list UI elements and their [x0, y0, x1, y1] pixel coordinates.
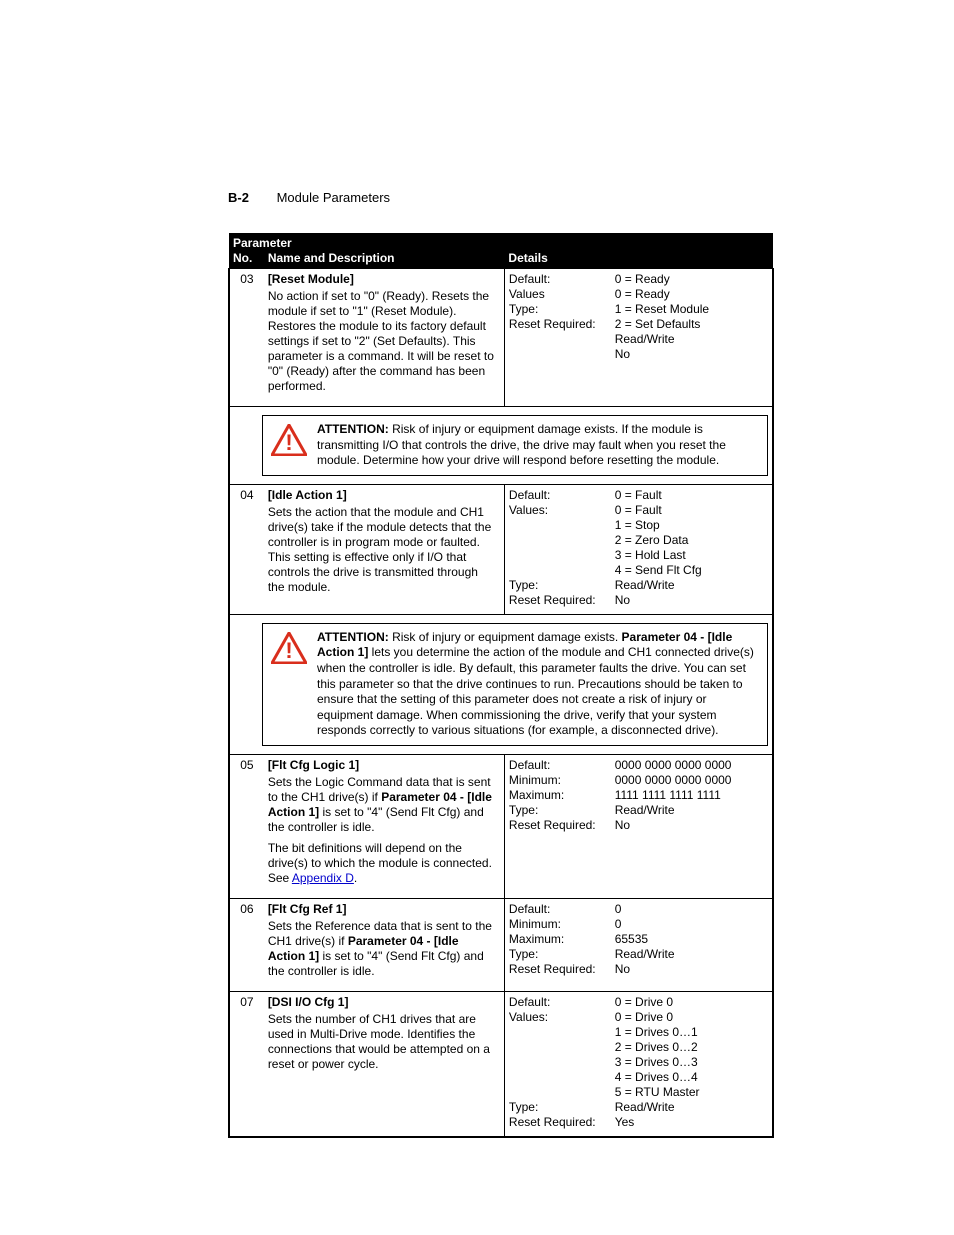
page-title: Module Parameters — [277, 190, 390, 205]
param-no: 05 — [229, 754, 264, 898]
svg-text:!: ! — [285, 430, 292, 455]
param-no: 04 — [229, 484, 264, 614]
attention-box: ! ATTENTION: Risk of injury or equipment… — [262, 415, 768, 476]
param-no: 03 — [229, 269, 264, 407]
param-name: [Idle Action 1] — [268, 488, 494, 503]
warning-icon: ! — [271, 632, 307, 668]
th-details: Details — [504, 251, 773, 269]
detail-vals: 0000 0000 0000 0000 0000 0000 0000 0000 … — [611, 754, 773, 898]
table-row: 07 [DSI I/O Cfg 1] Sets the number of CH… — [229, 991, 773, 1137]
param-name: [DSI I/O Cfg 1] — [268, 995, 494, 1010]
detail-vals: 0 0 65535 Read/Write No — [611, 898, 773, 991]
param-desc: The bit definitions will depend on the d… — [268, 841, 494, 886]
detail-vals: 0 = Ready 0 = Ready 1 = Reset Module 2 =… — [611, 269, 773, 407]
th-no: No. — [229, 251, 264, 269]
param-no: 06 — [229, 898, 264, 991]
table-row: 03 [Reset Module] No action if set to "0… — [229, 269, 773, 407]
page: B-2 Module Parameters Parameter No. Name… — [0, 0, 954, 1235]
attention-text: ATTENTION: Risk of injury or equipment d… — [317, 630, 759, 739]
detail-vals: 0 = Fault 0 = Fault 1 = Stop 2 = Zero Da… — [611, 484, 773, 614]
table-row: 04 [Idle Action 1] Sets the action that … — [229, 484, 773, 614]
detail-keys: Default: Minimum: Maximum: Type: Reset R… — [504, 754, 610, 898]
th-parameter: Parameter — [229, 234, 504, 252]
param-name: [Flt Cfg Logic 1] — [268, 758, 494, 773]
attention-box: ! ATTENTION: Risk of injury or equipment… — [262, 623, 768, 746]
detail-keys: Default: Minimum: Maximum: Type: Reset R… — [504, 898, 610, 991]
warning-icon: ! — [271, 424, 307, 460]
detail-keys: Default: Values: Type: Reset Required: — [504, 484, 610, 614]
attention-text: ATTENTION: Risk of injury or equipment d… — [317, 422, 759, 469]
param-desc: Sets the number of CH1 drives that are u… — [268, 1012, 494, 1072]
page-header: B-2 Module Parameters — [228, 190, 774, 205]
param-desc: No action if set to "0" (Ready). Resets … — [268, 289, 494, 394]
detail-vals: 0 = Drive 0 0 = Drive 0 1 = Drives 0…1 2… — [611, 991, 773, 1137]
param-desc: Sets the Reference data that is sent to … — [268, 919, 494, 979]
table-row: ! ATTENTION: Risk of injury or equipment… — [229, 614, 773, 754]
param-name: [Reset Module] — [268, 272, 494, 287]
param-name: [Flt Cfg Ref 1] — [268, 902, 494, 917]
parameter-table: Parameter No. Name and Description Detai… — [228, 233, 774, 1138]
table-row: 06 [Flt Cfg Ref 1] Sets the Reference da… — [229, 898, 773, 991]
page-number: B-2 — [228, 190, 249, 205]
param-desc: Sets the action that the module and CH1 … — [268, 505, 494, 595]
th-name: Name and Description — [264, 251, 505, 269]
detail-keys: Default: Values: Type: Reset Required: — [504, 991, 610, 1137]
table-row: ! ATTENTION: Risk of injury or equipment… — [229, 407, 773, 485]
param-desc: Sets the Logic Command data that is sent… — [268, 775, 494, 835]
appendix-d-link[interactable]: Appendix D — [292, 871, 354, 885]
param-no: 07 — [229, 991, 264, 1137]
table-row: 05 [Flt Cfg Logic 1] Sets the Logic Comm… — [229, 754, 773, 898]
detail-keys: Default: Values Type: Reset Required: — [504, 269, 610, 407]
svg-text:!: ! — [285, 638, 292, 663]
